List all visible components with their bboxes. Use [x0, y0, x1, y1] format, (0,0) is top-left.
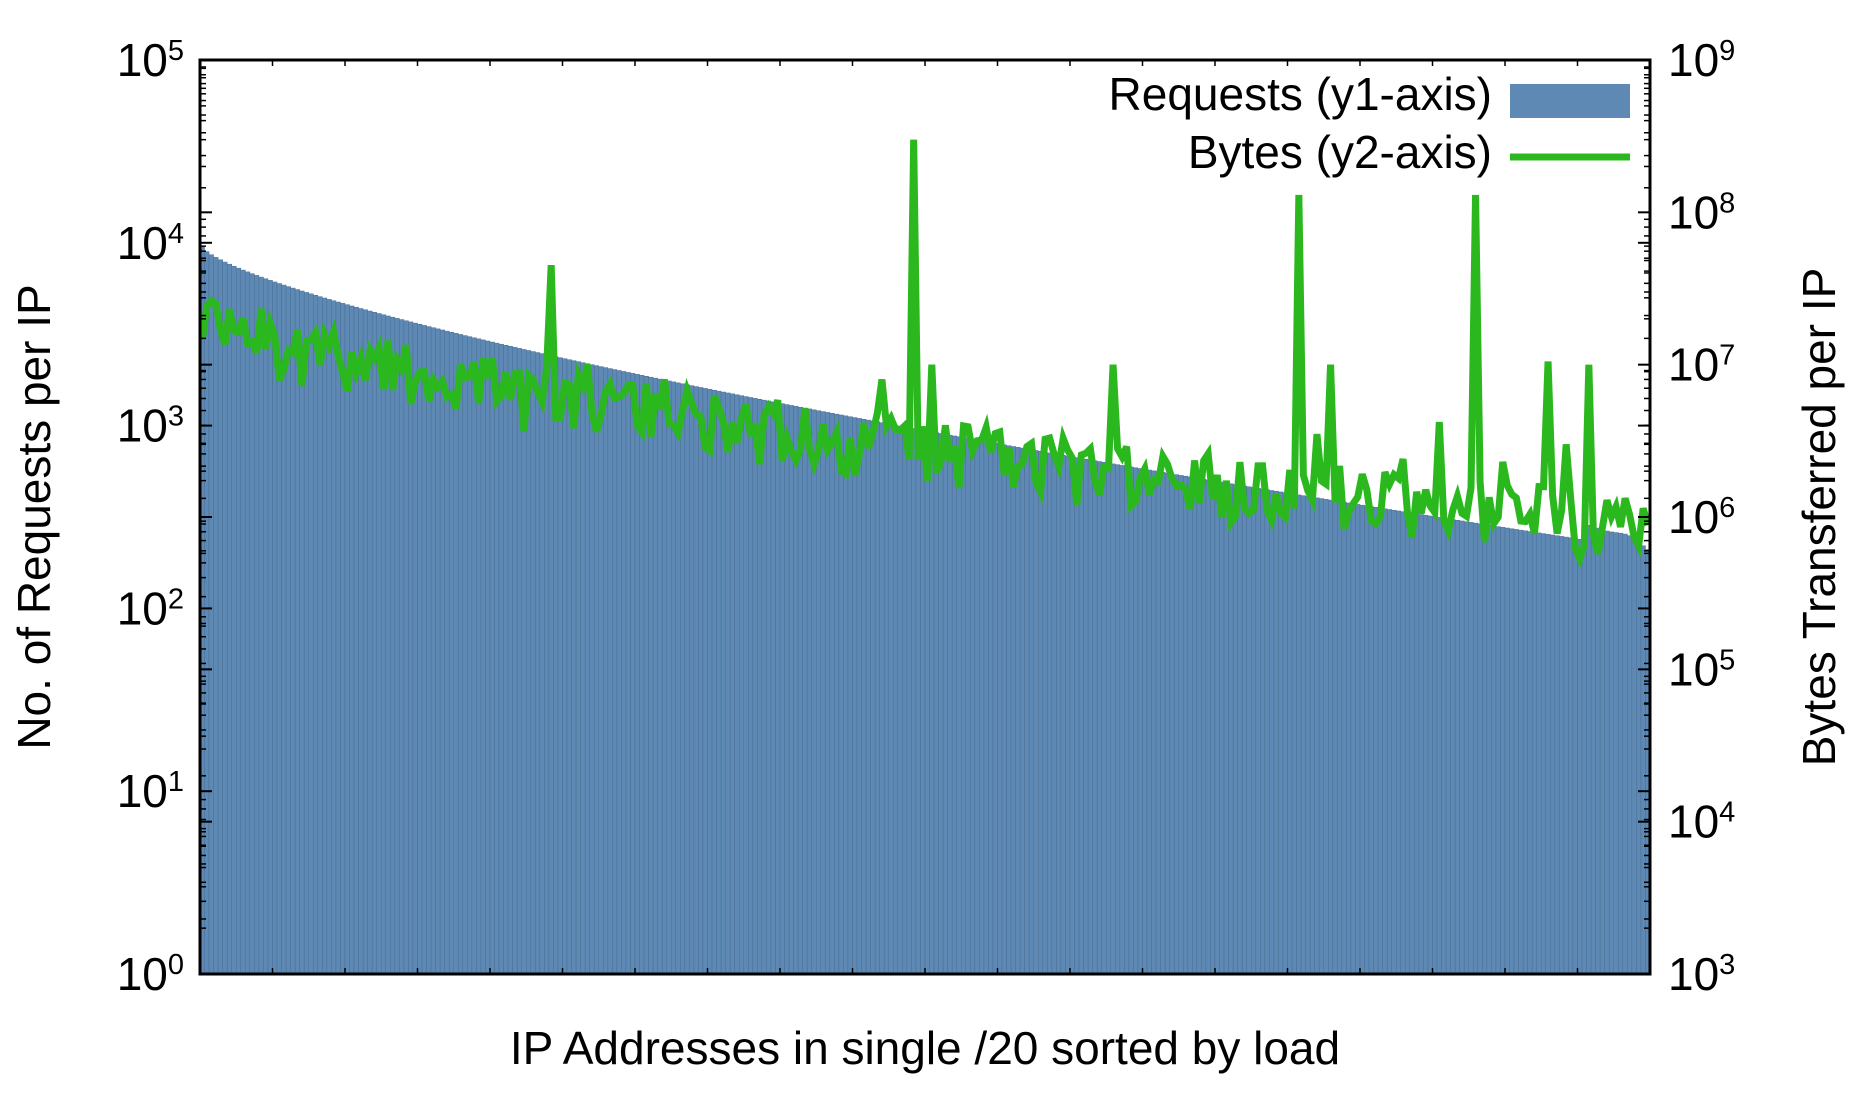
y1-tick-label: 100: [117, 948, 184, 1000]
dual-axis-log-chart: 100 101 102 103 104 105 103 104 105 106 107 108 109 I…: [0, 0, 1870, 1104]
y1-tick-label: 101: [117, 765, 184, 817]
bars-group: [200, 247, 1650, 974]
y2-tick-label: 108: [1668, 186, 1735, 238]
y2-tick-label: 105: [1668, 643, 1735, 695]
y2-tick-label: 103: [1668, 948, 1735, 1000]
y1-axis-label: No. of Requests per IP: [8, 284, 60, 749]
y1-tick-label: 102: [117, 582, 184, 634]
legend-label: Bytes (y2-axis): [1188, 126, 1492, 178]
x-axis-label: IP Addresses in single /20 sorted by loa…: [510, 1022, 1340, 1074]
legend-label: Requests (y1-axis): [1109, 68, 1492, 120]
y2-tick-label: 106: [1668, 491, 1735, 543]
y2-tick-label: 107: [1668, 339, 1735, 391]
legend-swatch: [1510, 84, 1630, 118]
y1-tick-label: 103: [117, 400, 184, 452]
y2-tick-label: 104: [1668, 796, 1735, 848]
y2-tick-label: 109: [1668, 34, 1735, 86]
y2-axis-label: Bytes Transferred per IP: [1793, 268, 1845, 767]
y1-tick-label: 105: [117, 34, 184, 86]
y1-tick-label: 104: [117, 217, 184, 269]
chart-svg: 100 101 102 103 104 105 103 104 105 106 107 108 109 I…: [0, 0, 1870, 1104]
